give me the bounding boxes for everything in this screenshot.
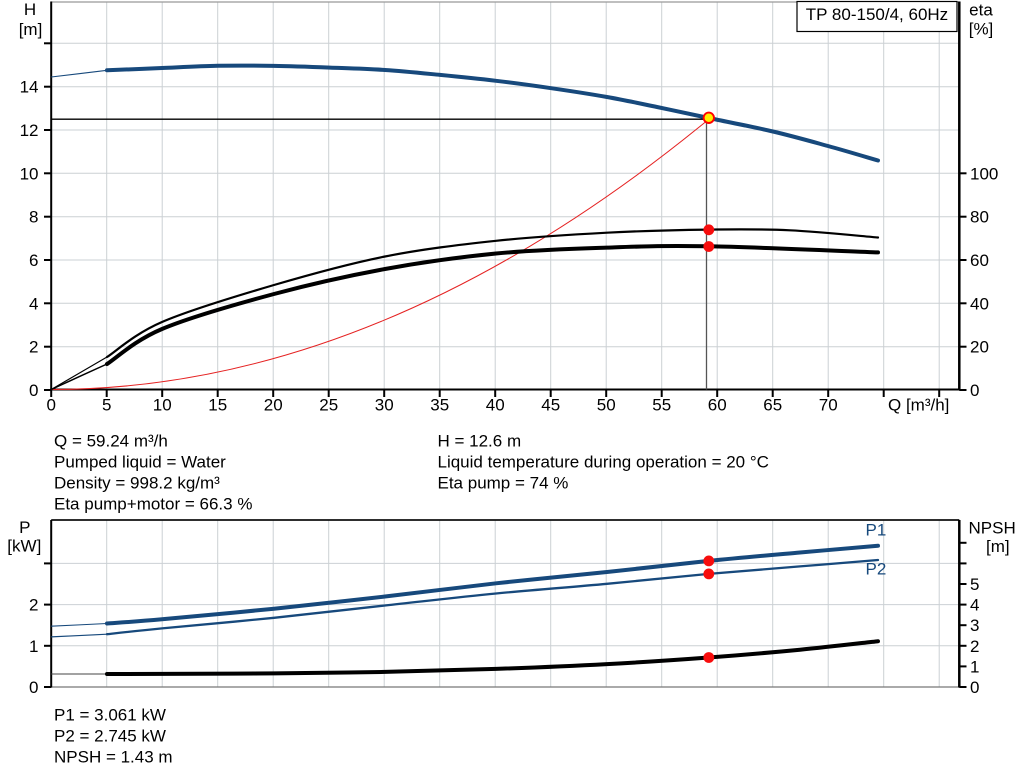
svg-text:20: 20 xyxy=(264,396,283,415)
svg-text:Q [m³/h]: Q [m³/h] xyxy=(888,396,949,415)
svg-text:70: 70 xyxy=(819,396,838,415)
svg-text:65: 65 xyxy=(763,396,782,415)
svg-text:NPSH: NPSH xyxy=(969,519,1016,538)
svg-text:6: 6 xyxy=(29,251,38,270)
svg-text:P: P xyxy=(19,518,30,537)
svg-text:5: 5 xyxy=(102,396,111,415)
svg-text:3: 3 xyxy=(970,616,979,635)
svg-text:5: 5 xyxy=(970,575,979,594)
svg-text:0: 0 xyxy=(29,678,38,697)
svg-text:2: 2 xyxy=(29,596,38,615)
svg-text:45: 45 xyxy=(541,396,560,415)
svg-text:55: 55 xyxy=(652,396,671,415)
svg-text:Eta pump = 74 %: Eta pump = 74 % xyxy=(438,474,569,493)
svg-text:1: 1 xyxy=(970,657,979,676)
svg-text:35: 35 xyxy=(430,396,449,415)
svg-text:4: 4 xyxy=(29,294,38,313)
svg-text:50: 50 xyxy=(597,396,616,415)
svg-text:40: 40 xyxy=(970,294,989,313)
svg-text:4: 4 xyxy=(970,596,979,615)
svg-text:1: 1 xyxy=(29,637,38,656)
svg-text:15: 15 xyxy=(208,396,227,415)
svg-text:TP 80-150/4, 60Hz: TP 80-150/4, 60Hz xyxy=(806,5,948,24)
svg-text:Q = 59.24 m³/h: Q = 59.24 m³/h xyxy=(54,432,168,451)
svg-text:0: 0 xyxy=(970,381,979,400)
svg-text:eta: eta xyxy=(969,1,993,20)
svg-text:H = 12.6 m: H = 12.6 m xyxy=(438,432,522,451)
svg-text:60: 60 xyxy=(708,396,727,415)
svg-text:8: 8 xyxy=(29,208,38,227)
svg-text:P2: P2 xyxy=(866,560,887,579)
svg-text:0: 0 xyxy=(970,678,979,697)
svg-text:30: 30 xyxy=(375,396,394,415)
svg-text:P1 = 3.061 kW: P1 = 3.061 kW xyxy=(54,706,166,725)
svg-text:P2 = 2.745 kW: P2 = 2.745 kW xyxy=(54,727,166,746)
svg-text:2: 2 xyxy=(970,637,979,656)
svg-text:[kW]: [kW] xyxy=(7,537,41,556)
svg-text:Eta pump+motor = 66.3 %: Eta pump+motor = 66.3 % xyxy=(54,495,252,514)
svg-text:20: 20 xyxy=(970,338,989,357)
svg-text:60: 60 xyxy=(970,251,989,270)
svg-text:Density = 998.2 kg/m³: Density = 998.2 kg/m³ xyxy=(54,474,220,493)
svg-text:40: 40 xyxy=(486,396,505,415)
svg-text:0: 0 xyxy=(29,381,38,400)
svg-text:P1: P1 xyxy=(866,521,887,540)
svg-text:Pumped liquid = Water: Pumped liquid = Water xyxy=(54,453,226,472)
svg-text:80: 80 xyxy=(970,208,989,227)
svg-text:0: 0 xyxy=(46,396,55,415)
svg-text:H: H xyxy=(24,0,36,19)
svg-text:12: 12 xyxy=(20,121,39,140)
svg-text:25: 25 xyxy=(319,396,338,415)
svg-text:10: 10 xyxy=(153,396,172,415)
svg-text:14: 14 xyxy=(20,78,39,97)
svg-text:[%]: [%] xyxy=(969,20,994,39)
svg-text:Liquid temperature during oper: Liquid temperature during operation = 20… xyxy=(438,453,769,472)
svg-text:10: 10 xyxy=(20,164,39,183)
svg-text:NPSH = 1.43 m: NPSH = 1.43 m xyxy=(54,748,173,767)
svg-text:[m]: [m] xyxy=(986,537,1010,556)
svg-text:100: 100 xyxy=(970,164,998,183)
svg-text:2: 2 xyxy=(29,338,38,357)
svg-text:[m]: [m] xyxy=(19,20,43,39)
